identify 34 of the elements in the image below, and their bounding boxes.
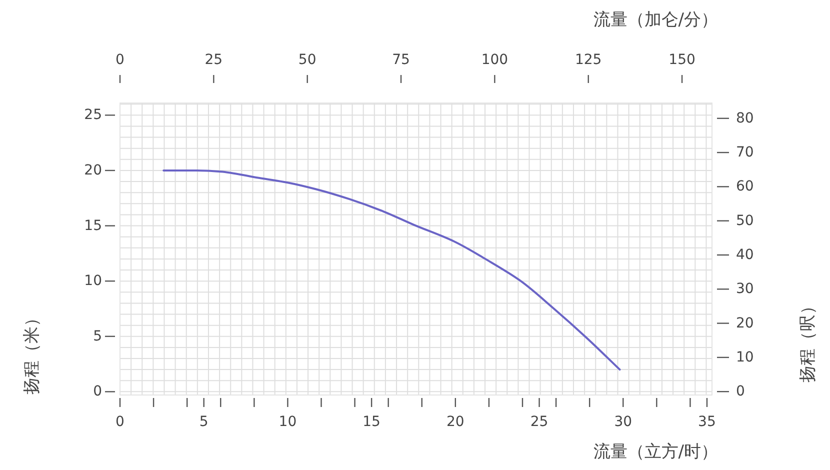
x-tick: 0 bbox=[116, 414, 124, 430]
x2-tick: 75 bbox=[392, 52, 410, 68]
y2-tick: 30 bbox=[736, 281, 754, 298]
x2-tick: 125 bbox=[574, 52, 602, 68]
x2-tick: 0 bbox=[116, 52, 124, 68]
y2label: 扬程（呎） bbox=[798, 298, 818, 382]
x-tick: 5 bbox=[199, 414, 208, 430]
x2-tick: 150 bbox=[668, 52, 696, 68]
y2-tick: 60 bbox=[736, 178, 754, 195]
x-tick: 20 bbox=[446, 414, 464, 430]
y-tick: 0 bbox=[93, 384, 102, 400]
xlabel: 流量（立方/时） bbox=[593, 442, 718, 462]
x-tick: 15 bbox=[362, 414, 380, 430]
x2-tick: 100 bbox=[481, 52, 508, 68]
y2-tick: 40 bbox=[736, 246, 754, 263]
x-tick: 35 bbox=[698, 414, 716, 430]
x2-tick: 50 bbox=[298, 52, 316, 68]
y2-tick: 50 bbox=[736, 212, 754, 229]
y2-tick: 0 bbox=[736, 384, 745, 400]
y2-tick: 10 bbox=[736, 349, 754, 366]
y-tick: 25 bbox=[84, 107, 102, 124]
y-tick: 20 bbox=[84, 162, 102, 178]
x2label: 流量（加仑/分） bbox=[593, 10, 718, 30]
y2-tick: 20 bbox=[736, 315, 754, 332]
y-tick: 5 bbox=[93, 328, 102, 344]
x2-tick: 25 bbox=[204, 52, 223, 68]
x-tick: 25 bbox=[530, 414, 548, 430]
y-tick: 15 bbox=[84, 218, 102, 234]
y2-tick: 80 bbox=[736, 110, 754, 126]
y-tick: 10 bbox=[84, 273, 102, 290]
ylabel: 扬程（米） bbox=[22, 310, 42, 394]
x-tick: 30 bbox=[614, 414, 632, 430]
y2-tick: 70 bbox=[736, 144, 754, 161]
x-tick: 10 bbox=[278, 414, 297, 430]
